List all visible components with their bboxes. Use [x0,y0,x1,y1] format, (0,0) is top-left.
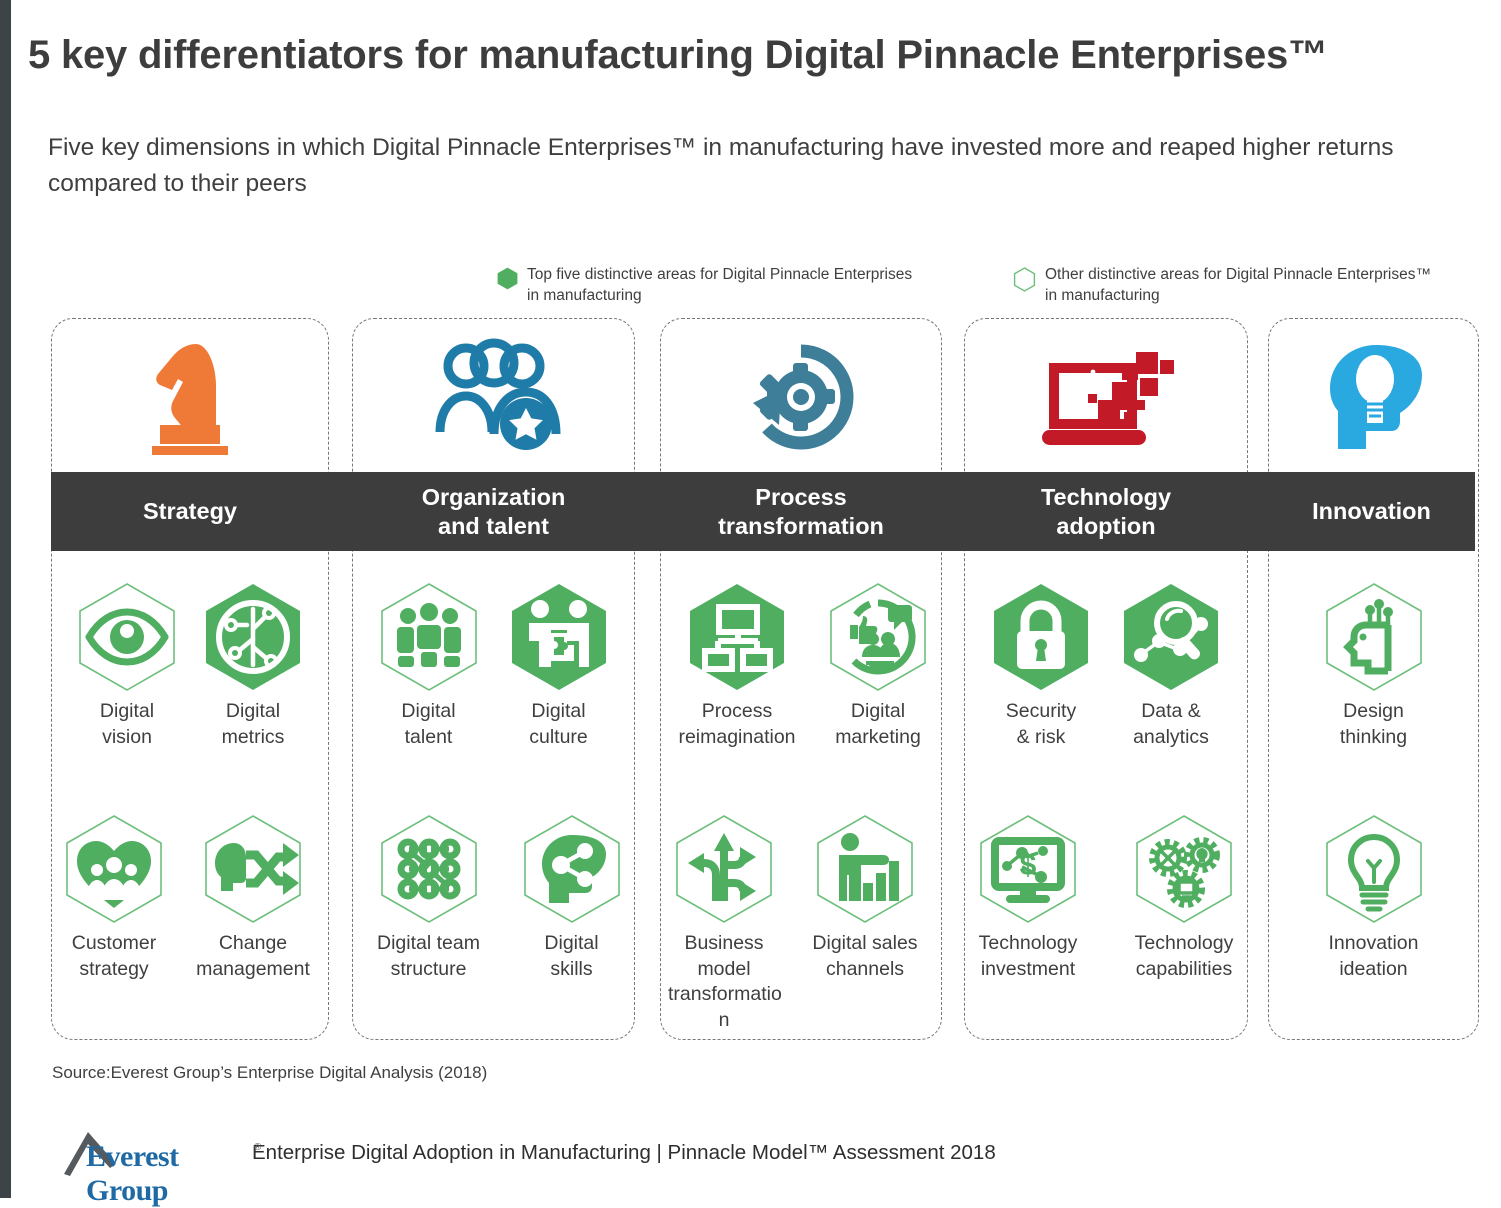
footer: Everest Group ® Enterprise Digital Adopt… [58,1124,996,1207]
category-header-innovation: Innovation [1312,498,1431,525]
category-header-process-transformation: Process transformation [718,483,884,539]
gear-refresh-icon [661,333,941,461]
category-header-band: Strategy Organization and talent Process… [51,472,1475,551]
category-header-strategy: Strategy [142,498,238,525]
legend-item-other: Other distinctive areas for Digital Pinn… [1013,265,1431,306]
legend-label-top-five: Top five distinctive areas for Digital P… [527,266,913,304]
page-title: 5 key differentiators for manufacturing … [28,33,1328,77]
chess-knight-icon [52,333,328,461]
filled-hexagon-icon [497,267,518,290]
column-process-transformation[interactable] [660,318,942,1040]
column-strategy[interactable] [51,318,329,1040]
column-innovation[interactable] [1268,318,1479,1040]
legend-item-top-five: Top five distinctive areas for Digital P… [497,265,912,306]
outline-hexagon-icon [1013,267,1036,292]
column-organization-and-talent[interactable] [352,318,635,1040]
footer-text: Enterprise Digital Adoption in Manufactu… [252,1141,996,1164]
laptop-pixels-icon [965,333,1247,461]
registered-mark: ® [254,1142,262,1153]
everest-group-logo: Everest Group ® [58,1124,261,1207]
category-header-organization-and-talent: Organization and talent [421,483,566,539]
page-subtitle: Five key dimensions in which Digital Pin… [48,134,1394,197]
category-header-technology-adoption: Technology adoption [1040,483,1172,539]
column-technology-adoption[interactable] [964,318,1248,1040]
source-note: Source:Everest Group’s Enterprise Digita… [52,1063,488,1082]
left-accent-strip [0,0,11,1198]
legend-label-other: Other distinctive areas for Digital Pinn… [1045,266,1431,304]
legend: Top five distinctive areas for Digital P… [0,265,1501,313]
people-group-star-icon [353,333,634,461]
category-columns [0,318,1501,1043]
head-bulb-icon [1269,333,1478,461]
